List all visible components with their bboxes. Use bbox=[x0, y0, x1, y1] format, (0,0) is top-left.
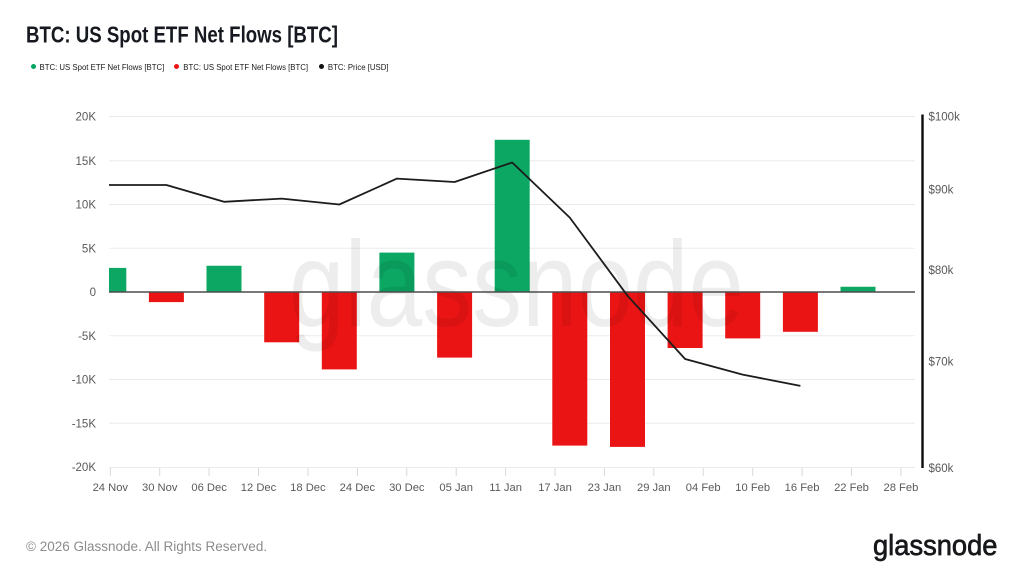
svg-text:04 Feb: 04 Feb bbox=[686, 482, 721, 494]
svg-text:10 Feb: 10 Feb bbox=[735, 482, 770, 494]
svg-text:$80k: $80k bbox=[929, 265, 954, 277]
svg-text:16 Feb: 16 Feb bbox=[785, 482, 820, 494]
svg-text:30 Nov: 30 Nov bbox=[142, 482, 178, 494]
svg-text:$60k: $60k bbox=[929, 463, 954, 475]
svg-text:29 Jan: 29 Jan bbox=[637, 482, 671, 494]
svg-text:18 Dec: 18 Dec bbox=[290, 482, 326, 494]
svg-text:-5K: -5K bbox=[78, 331, 96, 343]
svg-text:10K: 10K bbox=[76, 200, 97, 212]
svg-text:$100k: $100k bbox=[929, 111, 961, 123]
svg-text:-15K: -15K bbox=[72, 418, 97, 430]
svg-text:24 Nov: 24 Nov bbox=[93, 482, 129, 494]
svg-text:23 Jan: 23 Jan bbox=[588, 482, 622, 494]
svg-text:24 Dec: 24 Dec bbox=[340, 482, 376, 494]
svg-text:5K: 5K bbox=[82, 243, 96, 255]
svg-text:0: 0 bbox=[90, 287, 96, 299]
svg-text:glassnode: glassnode bbox=[873, 530, 998, 562]
svg-text:$70k: $70k bbox=[929, 356, 954, 368]
svg-text:11 Jan: 11 Jan bbox=[489, 482, 522, 494]
svg-text:30 Dec: 30 Dec bbox=[389, 482, 425, 494]
svg-text:17 Jan: 17 Jan bbox=[538, 482, 572, 494]
svg-text:06 Dec: 06 Dec bbox=[191, 482, 227, 494]
svg-text:22 Feb: 22 Feb bbox=[834, 482, 869, 494]
svg-text:28 Feb: 28 Feb bbox=[883, 482, 918, 494]
svg-text:15K: 15K bbox=[76, 156, 97, 168]
svg-text:-10K: -10K bbox=[72, 375, 97, 387]
svg-text:$90k: $90k bbox=[929, 184, 954, 196]
svg-text:05 Jan: 05 Jan bbox=[439, 482, 473, 494]
svg-text:12 Dec: 12 Dec bbox=[241, 482, 277, 494]
svg-text:-20K: -20K bbox=[72, 462, 97, 474]
svg-text:20K: 20K bbox=[76, 112, 97, 124]
svg-text:BTC: US Spot ETF Net Flows [BT: BTC: US Spot ETF Net Flows [BTC] bbox=[26, 22, 338, 48]
svg-text:glassnode: glassnode bbox=[289, 216, 744, 352]
